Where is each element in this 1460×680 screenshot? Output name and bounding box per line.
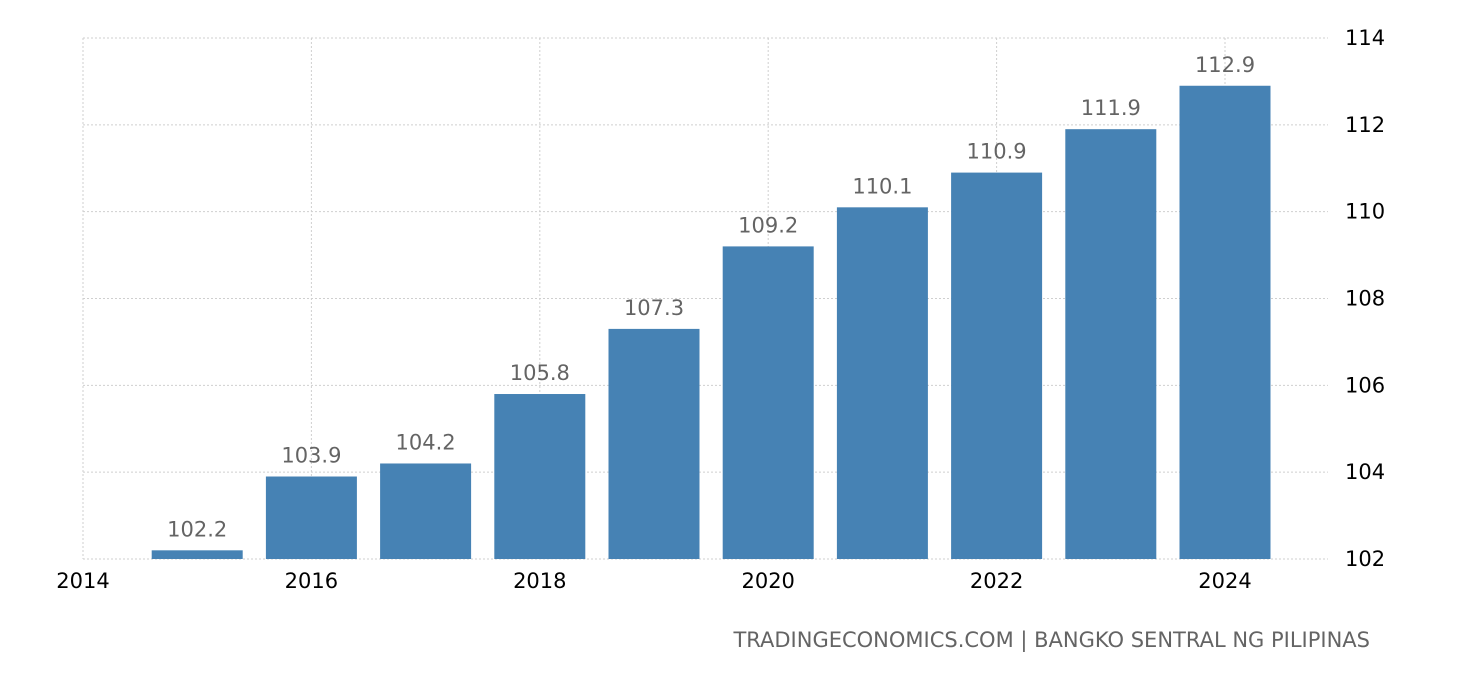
bars: [151, 85, 1271, 560]
data-label-2020: 109.2: [738, 213, 798, 237]
data-label-2016: 103.9: [281, 444, 341, 468]
data-label-2021: 110.1: [852, 174, 912, 198]
y-axis-ticks: 102 104 106 108 110 112 114: [1345, 26, 1385, 571]
data-label-2023: 111.9: [1081, 96, 1141, 120]
data-labels: 102.2 103.9 104.2 105.8 107.3 109.2 110.1 110.9…: [167, 53, 1255, 542]
data-label-2022: 110.9: [967, 140, 1027, 164]
bar-2019: [608, 328, 700, 559]
bar-2020: [722, 246, 814, 559]
bar-2016: [265, 476, 357, 559]
data-label-2024: 112.9: [1195, 53, 1255, 77]
bar-2021: [836, 207, 928, 559]
bar-2023: [1065, 129, 1157, 560]
y-tick-label: 104: [1345, 460, 1385, 484]
x-tick-label: 2022: [970, 569, 1023, 593]
x-axis-ticks: 2014 2016 2018 2020 2022 2024: [56, 569, 1251, 593]
x-tick-label: 2018: [513, 569, 566, 593]
x-tick-label: 2020: [741, 569, 794, 593]
source-attribution: TRADINGECONOMICS.COM | BANGKO SENTRAL NG…: [733, 628, 1370, 652]
data-label-2018: 105.8: [510, 361, 570, 385]
data-label-2015: 102.2: [167, 517, 227, 541]
y-tick-label: 114: [1345, 26, 1385, 50]
bar-2024: [1179, 85, 1271, 559]
y-tick-label: 112: [1345, 113, 1385, 137]
data-label-2017: 104.2: [396, 430, 456, 454]
bar-2017: [380, 463, 472, 559]
y-tick-label: 108: [1345, 287, 1385, 311]
x-tick-label: 2016: [285, 569, 338, 593]
bar-2022: [951, 172, 1043, 559]
bar-2018: [494, 394, 586, 559]
y-tick-label: 110: [1345, 200, 1385, 224]
y-tick-label: 102: [1345, 547, 1385, 571]
data-label-2019: 107.3: [624, 296, 684, 320]
x-tick-label: 2024: [1198, 569, 1251, 593]
x-tick-label: 2014: [56, 569, 109, 593]
y-tick-label: 106: [1345, 373, 1385, 397]
bar-2015: [151, 550, 243, 559]
